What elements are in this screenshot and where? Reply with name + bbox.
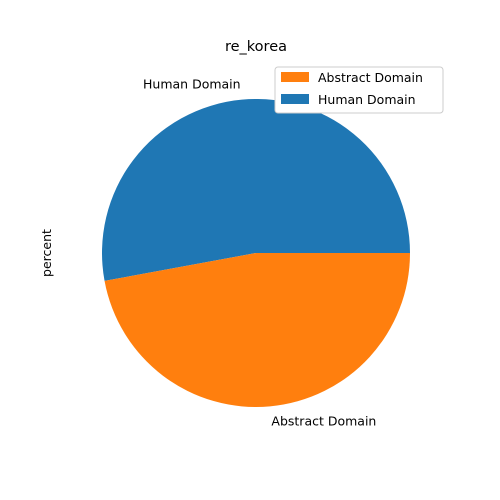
legend: Abstract Domain Human Domain [274, 66, 444, 114]
chart-title: re_korea [225, 39, 287, 55]
legend-frame [274, 66, 444, 114]
legend-swatch-abstract-domain [281, 72, 309, 82]
slice-abstract-domain [104, 253, 410, 407]
slice-label-human-domain: Human Domain [143, 76, 241, 91]
legend-label-human-domain: Human Domain [318, 92, 416, 107]
slice-human-domain [102, 98, 411, 281]
slice-label-abstract-domain: Abstract Domain [271, 414, 376, 429]
slice-labels: Human Domain Abstract Domain [143, 76, 376, 428]
pie-slices [102, 98, 411, 407]
legend-label-abstract-domain: Abstract Domain [318, 70, 423, 85]
legend-swatch-human-domain [281, 94, 309, 104]
y-axis-label: percent [39, 229, 54, 277]
